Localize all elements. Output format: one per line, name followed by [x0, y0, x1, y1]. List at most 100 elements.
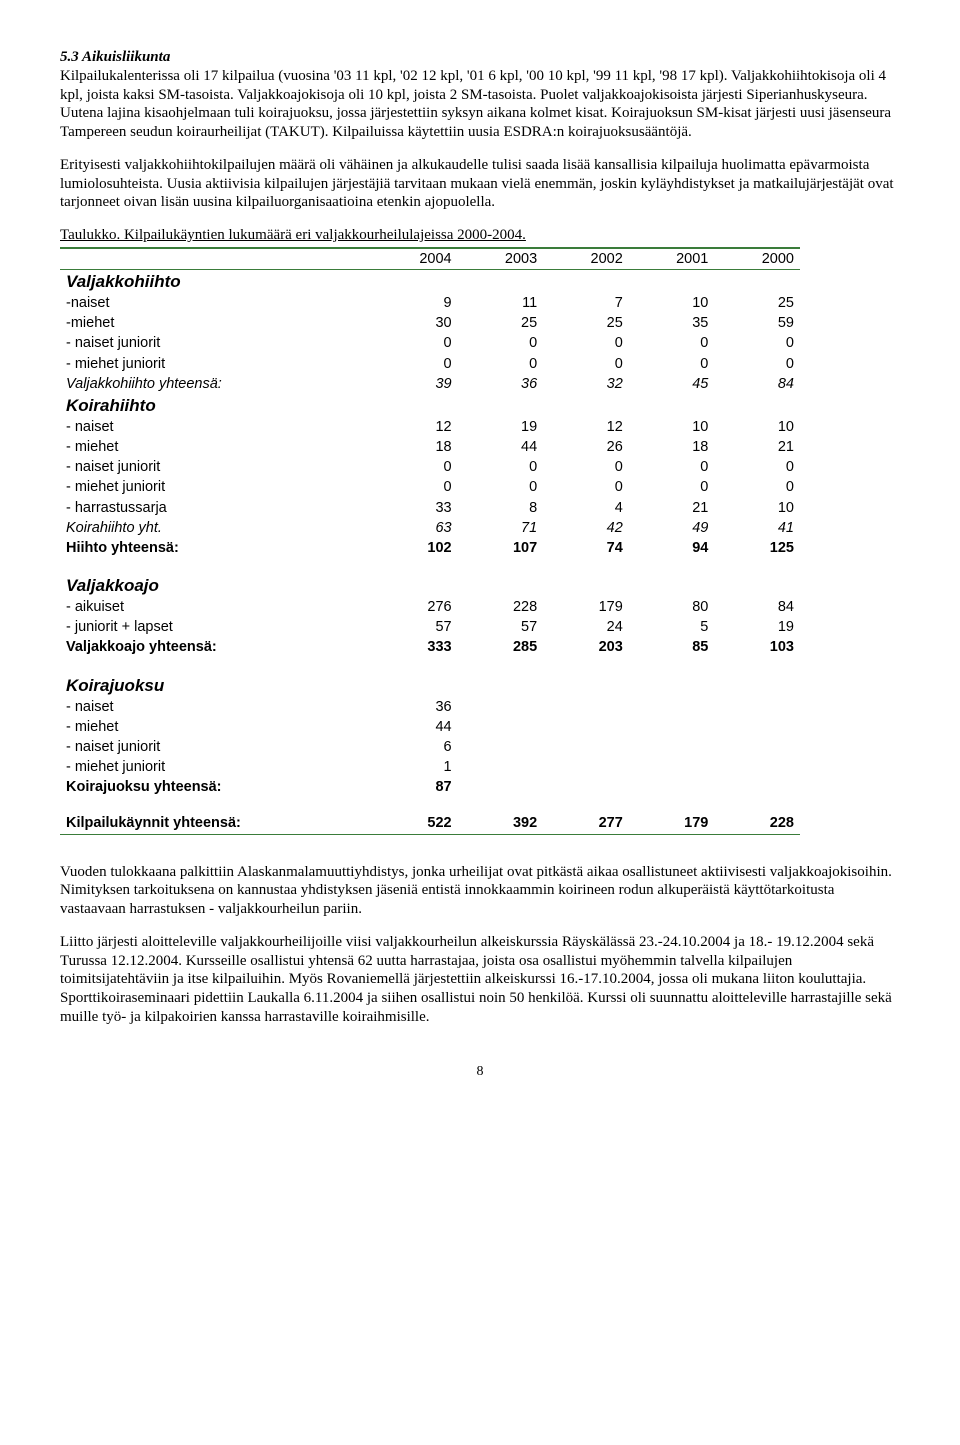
table-cell: 57: [458, 617, 544, 637]
table-cell: 87: [372, 777, 458, 797]
table-cell: [458, 797, 544, 813]
table-cell: - harrastussarja: [60, 498, 372, 518]
table-cell: 1: [372, 757, 458, 777]
table-cell: [629, 574, 715, 597]
table-cell: 24: [543, 617, 629, 637]
table-cell: [458, 269, 544, 293]
table-row: Koirajuoksu yhteensä:87: [60, 777, 800, 797]
table-cell: [714, 757, 800, 777]
table-cell: Valjakkohiihto: [60, 269, 372, 293]
table-cell: 10: [714, 417, 800, 437]
table-cell: 0: [629, 457, 715, 477]
table-cell: 102: [372, 538, 458, 558]
table-cell: 10: [629, 293, 715, 313]
table-cell: [543, 269, 629, 293]
table-cell: [543, 697, 629, 717]
table-cell: 203: [543, 637, 629, 657]
table-row: Koirajuoksu: [60, 674, 800, 697]
table-cell: [629, 757, 715, 777]
table-cell: [458, 757, 544, 777]
table-cell: Koirajuoksu: [60, 674, 372, 697]
table-cell: 32: [543, 374, 629, 394]
table-cell: 18: [372, 437, 458, 457]
table-cell: 333: [372, 637, 458, 657]
page-number: 8: [60, 1063, 900, 1081]
header-year: 2000: [714, 248, 800, 270]
table-cell: 0: [372, 354, 458, 374]
table-cell: 57: [372, 617, 458, 637]
table-cell: [714, 674, 800, 697]
table-cell: [372, 797, 458, 813]
table-cell: 5: [629, 617, 715, 637]
table-cell: [372, 658, 458, 674]
table-cell: 179: [629, 813, 715, 834]
table-cell: Valjakkoajo yhteensä:: [60, 637, 372, 657]
table-row: - miehet44: [60, 717, 800, 737]
table-row: Koirahiihto: [60, 394, 800, 417]
table-cell: 71: [458, 518, 544, 538]
table-cell: [60, 558, 372, 574]
header-year: 2004: [372, 248, 458, 270]
table-row: Valjakkoajo: [60, 574, 800, 597]
table-cell: [458, 674, 544, 697]
table-cell: 125: [714, 538, 800, 558]
table-cell: 30: [372, 313, 458, 333]
table-cell: 0: [458, 477, 544, 497]
table-cell: [714, 737, 800, 757]
table-cell: 18: [629, 437, 715, 457]
table-cell: 19: [458, 417, 544, 437]
table-cell: [543, 558, 629, 574]
table-caption: Taulukko. Kilpailukäyntien lukumäärä eri…: [60, 226, 900, 245]
table-cell: 26: [543, 437, 629, 457]
table-cell: 0: [629, 477, 715, 497]
table-cell: 74: [543, 538, 629, 558]
table-cell: [458, 558, 544, 574]
table-cell: [543, 737, 629, 757]
table-cell: Kilpailukäynnit yhteensä:: [60, 813, 372, 834]
table-cell: [543, 797, 629, 813]
table-cell: [629, 777, 715, 797]
paragraph-1: Kilpailukalenterissa oli 17 kilpailua (v…: [60, 67, 900, 142]
table-cell: 0: [458, 457, 544, 477]
table-cell: - naiset juniorit: [60, 333, 372, 353]
section-heading: 5.3 Aikuisliikunta: [60, 48, 900, 67]
table-cell: 42: [543, 518, 629, 538]
table-cell: 0: [372, 457, 458, 477]
table-cell: 33: [372, 498, 458, 518]
table-row: - miehet juniorit00000: [60, 477, 800, 497]
table-cell: [543, 674, 629, 697]
table-row: -miehet3025253559: [60, 313, 800, 333]
table-cell: [458, 697, 544, 717]
table-cell: [629, 674, 715, 697]
table-row: - naiset36: [60, 697, 800, 717]
table-row: [60, 658, 800, 674]
table-cell: 41: [714, 518, 800, 538]
table-cell: [372, 574, 458, 597]
table-cell: [372, 269, 458, 293]
table-cell: - naiset: [60, 697, 372, 717]
table-cell: Koirahiihto yht.: [60, 518, 372, 538]
table-cell: [543, 717, 629, 737]
table-cell: 0: [372, 333, 458, 353]
table-cell: 45: [629, 374, 715, 394]
table-cell: 59: [714, 313, 800, 333]
table-cell: [543, 394, 629, 417]
table-cell: [714, 574, 800, 597]
table-cell: [372, 558, 458, 574]
table-cell: [714, 777, 800, 797]
table-cell: 7: [543, 293, 629, 313]
table-cell: - juniorit + lapset: [60, 617, 372, 637]
table-cell: [714, 697, 800, 717]
table-cell: [60, 797, 372, 813]
table-cell: 84: [714, 597, 800, 617]
table-row: - naiset juniorit6: [60, 737, 800, 757]
table-cell: 0: [714, 333, 800, 353]
table-cell: Koirajuoksu yhteensä:: [60, 777, 372, 797]
table-cell: [543, 658, 629, 674]
table-cell: [372, 394, 458, 417]
table-cell: [629, 717, 715, 737]
table-cell: [543, 574, 629, 597]
table-cell: 103: [714, 637, 800, 657]
table-row: - miehet1844261821: [60, 437, 800, 457]
table-cell: 0: [714, 354, 800, 374]
